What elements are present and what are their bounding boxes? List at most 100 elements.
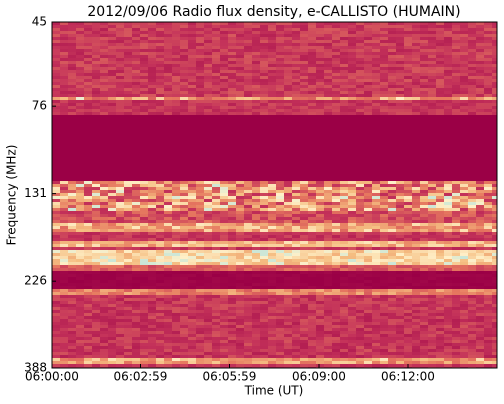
spectrogram-cell xyxy=(436,220,445,224)
spectrogram-cell xyxy=(76,82,85,86)
spectrogram-cell xyxy=(348,136,357,140)
spectrogram-cell xyxy=(476,256,485,260)
spectrogram-cell xyxy=(404,145,413,149)
spectrogram-cell xyxy=(300,250,309,254)
spectrogram-cell xyxy=(220,184,229,188)
spectrogram-cell xyxy=(236,283,245,287)
spectrogram-cell xyxy=(348,43,357,47)
spectrogram-cell xyxy=(332,52,341,56)
spectrogram-cell xyxy=(52,52,61,56)
spectrogram-cell xyxy=(444,67,453,71)
spectrogram-cell xyxy=(284,91,293,95)
spectrogram-cell xyxy=(124,127,133,131)
spectrogram-cell xyxy=(204,184,213,188)
spectrogram-cell xyxy=(412,148,421,152)
spectrogram-cell xyxy=(164,136,173,140)
spectrogram-cell xyxy=(380,76,389,80)
spectrogram-cell xyxy=(452,190,461,194)
spectrogram-cell xyxy=(460,277,469,281)
spectrogram-cell xyxy=(212,214,221,218)
spectrogram-cell xyxy=(204,274,213,278)
spectrogram-cell xyxy=(372,37,381,41)
spectrogram-cell xyxy=(164,40,173,44)
spectrogram-cell xyxy=(124,199,133,203)
spectrogram-cell xyxy=(124,196,133,200)
spectrogram-cell xyxy=(236,28,245,32)
spectrogram-cell xyxy=(324,151,333,155)
spectrogram-cell xyxy=(284,169,293,173)
spectrogram-cell xyxy=(204,133,213,137)
spectrogram-cell xyxy=(196,151,205,155)
spectrogram-cell xyxy=(164,271,173,275)
spectrogram-cell xyxy=(148,277,157,281)
spectrogram-cell xyxy=(196,127,205,131)
spectrogram-cell xyxy=(252,250,261,254)
spectrogram-cell xyxy=(92,190,101,194)
spectrogram-cell xyxy=(260,241,269,245)
spectrogram-cell xyxy=(260,37,269,41)
spectrogram-cell xyxy=(252,226,261,230)
spectrogram-cell xyxy=(404,49,413,53)
spectrogram-cell xyxy=(436,121,445,125)
spectrogram-cell xyxy=(60,100,69,104)
spectrogram-cell xyxy=(124,160,133,164)
spectrogram-cell xyxy=(444,226,453,230)
spectrogram-cell xyxy=(116,40,125,44)
spectrogram-cell xyxy=(340,130,349,134)
spectrogram-cell xyxy=(452,73,461,77)
spectrogram-cell xyxy=(484,58,493,62)
spectrogram-cell xyxy=(100,25,109,29)
spectrogram-cell xyxy=(140,154,149,158)
spectrogram-cell xyxy=(180,91,189,95)
spectrogram-cell xyxy=(340,25,349,29)
spectrogram-cell xyxy=(436,124,445,128)
spectrogram-cell xyxy=(476,169,485,173)
spectrogram-cell xyxy=(108,73,117,77)
spectrogram-cell xyxy=(332,103,341,107)
spectrogram-cell xyxy=(196,73,205,77)
spectrogram-cell xyxy=(436,253,445,257)
spectrogram-cell xyxy=(460,109,469,113)
spectrogram-cell xyxy=(492,193,498,197)
spectrogram-cell xyxy=(316,154,325,158)
spectrogram-cell xyxy=(140,289,149,293)
spectrogram-cell xyxy=(388,61,397,65)
spectrogram-cell xyxy=(84,43,93,47)
spectrogram-cell xyxy=(148,271,157,275)
spectrogram-cell xyxy=(196,181,205,185)
spectrogram-cell xyxy=(228,91,237,95)
spectrogram-cell xyxy=(460,145,469,149)
spectrogram-cell xyxy=(372,250,381,254)
spectrogram-cell xyxy=(396,244,405,248)
spectrogram-cell xyxy=(132,109,141,113)
spectrogram-cell xyxy=(396,208,405,212)
spectrogram-cell xyxy=(404,286,413,290)
spectrogram-cell xyxy=(324,166,333,170)
spectrogram-cell xyxy=(484,286,493,290)
spectrogram-cell xyxy=(412,52,421,56)
spectrogram-cell xyxy=(484,76,493,80)
spectrogram-cell xyxy=(292,112,301,116)
spectrogram-cell xyxy=(196,43,205,47)
spectrogram-cell xyxy=(252,40,261,44)
spectrogram-cell xyxy=(340,43,349,47)
spectrogram-cell xyxy=(484,55,493,59)
spectrogram-cell xyxy=(492,43,498,47)
spectrogram-cell xyxy=(228,172,237,176)
spectrogram-cell xyxy=(164,94,173,98)
spectrogram-cell xyxy=(148,172,157,176)
spectrogram-cell xyxy=(164,175,173,179)
spectrogram-cell xyxy=(484,133,493,137)
spectrogram-cell xyxy=(316,130,325,134)
spectrogram-cell xyxy=(100,34,109,38)
spectrogram-cell xyxy=(236,124,245,128)
spectrogram-cell xyxy=(364,139,373,143)
spectrogram-cell xyxy=(100,214,109,218)
spectrogram-cell xyxy=(180,139,189,143)
spectrogram-cell xyxy=(492,31,498,35)
spectrogram-cell xyxy=(204,82,213,86)
spectrogram-cell xyxy=(436,229,445,233)
spectrogram-cell xyxy=(356,139,365,143)
spectrogram-cell xyxy=(284,175,293,179)
spectrogram-cell xyxy=(180,85,189,89)
